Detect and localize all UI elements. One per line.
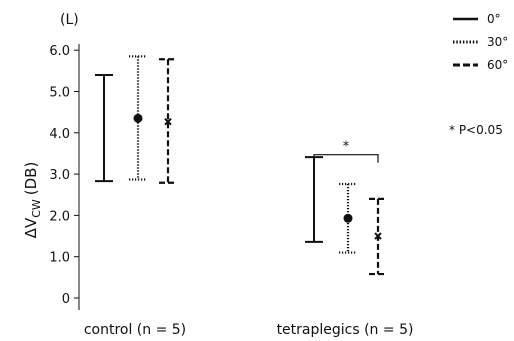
y-tick-label: 5.0 — [49, 86, 70, 101]
y-tick-label: 6.0 — [49, 44, 70, 59]
y-tick-label: 0 — [62, 292, 70, 307]
y-tick-label: 3.0 — [49, 168, 70, 183]
mean-marker-x — [164, 117, 172, 126]
svg-text:ΔVCW(DB): ΔVCW (DB) — [22, 162, 43, 239]
footnote-p-value: * P<0.05 — [449, 123, 503, 137]
error-bar — [95, 73, 113, 183]
error-bar — [339, 182, 357, 254]
significance-star: * — [343, 140, 350, 155]
significance-annotation: * — [313, 140, 379, 163]
legend-label: 30° — [487, 35, 508, 49]
legend-label: 0° — [487, 12, 501, 26]
error-bar — [305, 156, 323, 243]
error-bar — [369, 197, 387, 276]
mean-marker-circle — [133, 113, 143, 123]
y-axis-label-delta: ΔV — [22, 217, 40, 238]
legend-label: 60° — [487, 58, 508, 72]
legend: 0° 30° 60° — [453, 12, 508, 72]
mean-marker-circle — [343, 213, 353, 223]
x-category-label: control (n = 5) — [84, 322, 186, 338]
y-ticks: 0 1.0 2.0 3.0 4.0 5.0 6.0 — [49, 44, 79, 307]
unit-label: (L) — [60, 12, 79, 28]
y-axis-label: ΔVCW (DB) — [22, 162, 43, 239]
y-tick-label: 2.0 — [49, 209, 70, 224]
error-bar — [159, 58, 177, 184]
error-bar — [129, 55, 147, 181]
mean-marker-x — [374, 232, 382, 240]
error-bars — [95, 55, 387, 276]
y-tick-label: 4.0 — [49, 127, 70, 142]
y-axis-label-subscript: CW — [30, 199, 43, 218]
x-category-label: tetraplegics (n = 5) — [277, 322, 414, 338]
significance-bracket — [313, 154, 379, 163]
y-axis-label-unit: (DB) — [22, 162, 40, 196]
y-tick-label: 1.0 — [49, 251, 70, 266]
x-category-labels: control (n = 5) tetraplegics (n = 5) — [84, 322, 414, 338]
